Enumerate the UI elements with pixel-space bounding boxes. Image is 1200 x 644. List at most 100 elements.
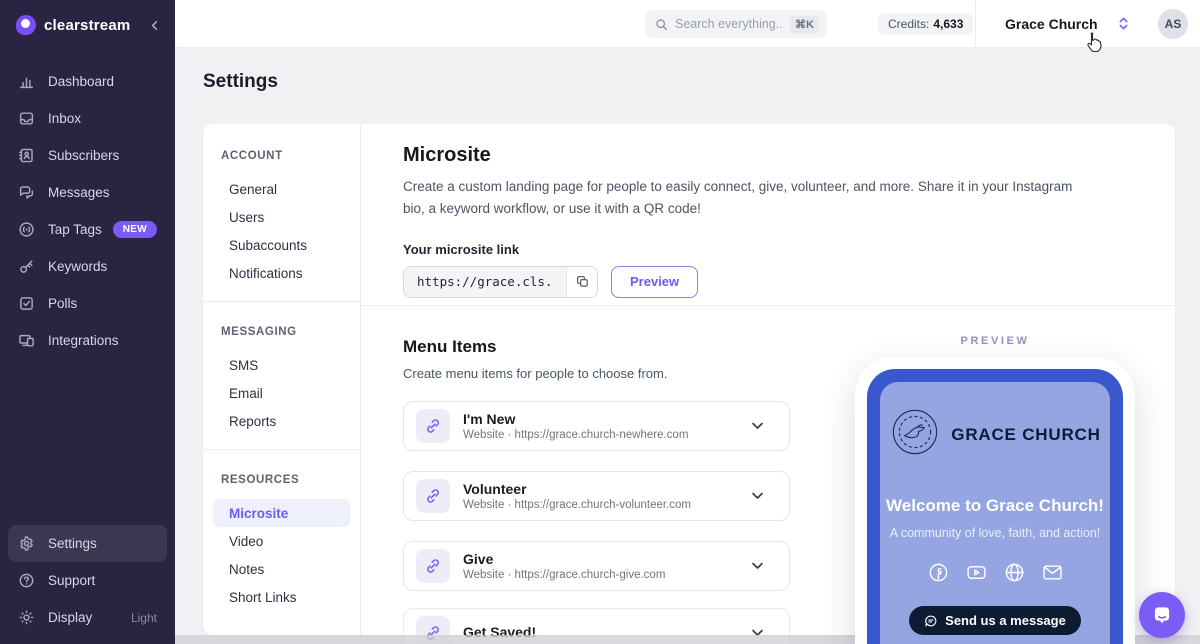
search-input[interactable] [675,17,783,31]
nav-item-reports[interactable]: Reports [229,413,277,429]
microsite-panel: Microsite Create a custom landing page f… [362,124,1175,635]
search-shortcut-badge: ⌘K [790,15,819,33]
sidebar-item-label: Keywords [48,259,108,274]
microsite-description: Create a custom landing page for people … [403,179,1073,217]
clearstream-logo-icon [16,15,36,35]
nav-item-subaccounts[interactable]: Subaccounts [229,237,308,253]
chat-bubble-icon [925,615,937,626]
menu-item-name: Give [463,551,494,567]
menu-item-name: Volunteer [463,481,527,497]
chevron-down-icon[interactable] [752,492,763,500]
chat-launcher-button[interactable] [1139,592,1185,638]
sidebar-item-display[interactable]: Display Light [8,599,167,636]
credits-value: 4,633 [933,17,964,31]
sidebar-item-polls[interactable]: Polls [8,285,167,322]
menu-item-meta: Website · https://grace.church-newhere.c… [463,429,689,441]
menu-item-give[interactable]: Give Website · https://grace.church-give… [403,541,790,591]
menu-items-description: Create menu items for people to choose f… [403,366,668,381]
church-name: GRACE CHURCH [951,424,1101,444]
preview-button[interactable]: Preview [611,265,699,298]
key-icon [18,258,35,275]
menu-item-im-new[interactable]: I'm New Website · https://grace.church-n… [403,401,790,451]
globe-icon [1004,562,1025,588]
link-icon [416,549,450,583]
chevron-left-icon [151,20,158,30]
nav-item-microsite[interactable]: Microsite [213,499,350,527]
nav-item-notifications[interactable]: Notifications [229,265,303,281]
menu-items-title: Menu Items [403,337,497,356]
menu-item-meta: Website · https://grace.church-give.com [463,569,666,581]
credits-badge: Credits: 4,633 [878,13,974,35]
sidebar-item-subscribers[interactable]: Subscribers [8,137,167,174]
settings-nav: ACCOUNT General Users Subaccounts Notifi… [203,124,361,635]
address-book-icon [18,147,35,164]
social-icons-row [880,562,1110,588]
sidebar-item-messages[interactable]: Messages [8,174,167,211]
chevron-down-icon[interactable] [752,562,763,570]
page-title: Settings [203,71,278,92]
preview-label: PREVIEW [960,335,1030,347]
nav-divider [203,449,360,450]
menu-item-name: I'm New [463,411,516,427]
tagline-text: A community of love, faith, and action! [889,526,1101,540]
sidebar-item-keywords[interactable]: Keywords [8,248,167,285]
sidebar: clearstream Dashboard Inbox Subscribers … [0,0,175,644]
send-message-label: Send us a message [945,613,1066,628]
chevron-down-icon[interactable] [752,422,763,430]
nav-item-general[interactable]: General [229,181,278,197]
sidebar-item-label: Polls [48,296,78,311]
sidebar-item-tap-tags[interactable]: Tap Tags NEW [8,211,167,248]
menu-item-volunteer[interactable]: Volunteer Website · https://grace.church… [403,471,790,521]
microsite-link-input[interactable] [404,266,566,297]
email-icon [1042,562,1063,588]
help-circle-icon [18,572,35,589]
sun-icon [18,609,35,626]
nav-group-header-resources: RESOURCES [221,474,300,486]
chevron-updown-icon[interactable] [1118,16,1129,31]
menu-items-section: Menu Items Create menu items for people … [403,337,790,644]
nav-group-header-account: ACCOUNT [221,150,283,162]
devices-icon [18,332,35,349]
account-switcher[interactable]: Grace Church [1005,16,1098,32]
sidebar-item-inbox[interactable]: Inbox [8,100,167,137]
chevron-down-icon[interactable] [752,629,763,637]
microsite-link-group [403,265,598,298]
horizontal-scrollbar[interactable] [175,635,1200,644]
sidebar-collapse-button[interactable] [148,19,161,32]
microsite-title: Microsite [403,144,491,166]
chat-smile-icon [1154,607,1170,624]
phone-screen-frame: GRACE CHURCH Welcome to Grace Church! A … [867,369,1123,644]
sidebar-item-label: Integrations [48,333,119,348]
nav-group-header-messaging: MESSAGING [221,326,297,338]
sidebar-item-integrations[interactable]: Integrations [8,322,167,359]
copy-link-button[interactable] [566,266,597,297]
bar-chart-icon [18,73,35,90]
sidebar-item-settings[interactable]: Settings [8,525,167,562]
section-divider [362,305,1175,306]
nav-item-email[interactable]: Email [229,385,263,401]
nav-divider [203,301,360,302]
new-badge: NEW [112,221,157,238]
sidebar-item-label: Subscribers [48,148,120,163]
brand-name: clearstream [44,16,131,34]
nav-item-notes[interactable]: Notes [229,561,265,577]
copy-icon [576,276,588,287]
sidebar-item-label: Display [48,610,93,625]
nav-item-video[interactable]: Video [229,533,264,549]
link-icon [416,409,450,443]
sidebar-item-support[interactable]: Support [8,562,167,599]
broadcast-icon [18,221,35,238]
facebook-icon [928,562,949,588]
welcome-heading: Welcome to Grace Church! [886,496,1104,515]
sidebar-item-label: Tap Tags [48,222,102,237]
nav-item-sms[interactable]: SMS [229,357,259,373]
nav-item-short-links[interactable]: Short Links [229,589,297,605]
global-search[interactable]: ⌘K [645,10,827,38]
link-icon [416,479,450,513]
phone-preview: GRACE CHURCH Welcome to Grace Church! A … [855,357,1135,644]
nav-item-users[interactable]: Users [229,209,265,225]
user-avatar[interactable]: AS [1158,9,1188,39]
sidebar-item-dashboard[interactable]: Dashboard [8,63,167,100]
topbar-divider [975,0,976,48]
